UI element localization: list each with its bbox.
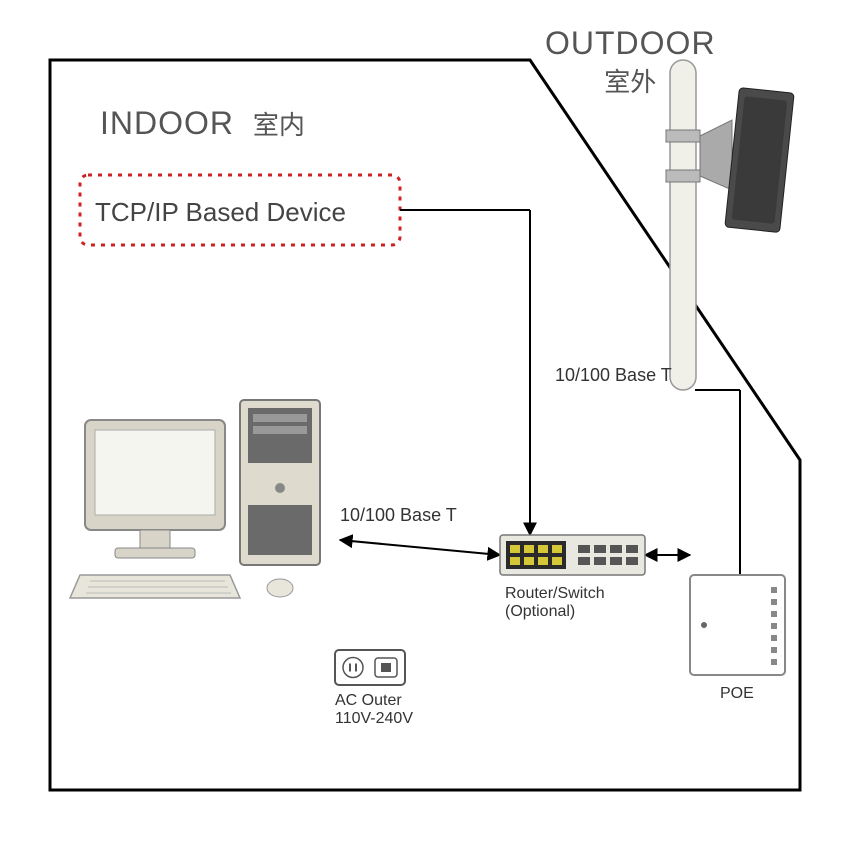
link1-label: 10/100 Base T (555, 365, 672, 386)
outdoor-antenna-icon (666, 60, 794, 390)
outdoor-label: OUTDOOR 室外 (545, 25, 716, 99)
router-label: Router/Switch (Optional) (505, 585, 605, 621)
outdoor-label-en: OUTDOOR (545, 25, 716, 62)
indoor-label-cn: 室内 (253, 110, 305, 140)
outdoor-label-cn: 室外 (545, 62, 716, 99)
poe-box-icon (690, 575, 785, 675)
router-switch-icon (500, 535, 645, 575)
poe-label: POE (720, 685, 754, 703)
indoor-label: INDOOR 室内 (100, 105, 305, 142)
tcpip-label: TCP/IP Based Device (95, 197, 346, 228)
ac-label: AC Outer 110V-240V (335, 692, 413, 728)
link2-label: 10/100 Base T (340, 505, 457, 526)
computer-icon (70, 400, 320, 598)
indoor-label-en: INDOOR (100, 105, 234, 141)
ac-outlet-icon (335, 650, 405, 685)
